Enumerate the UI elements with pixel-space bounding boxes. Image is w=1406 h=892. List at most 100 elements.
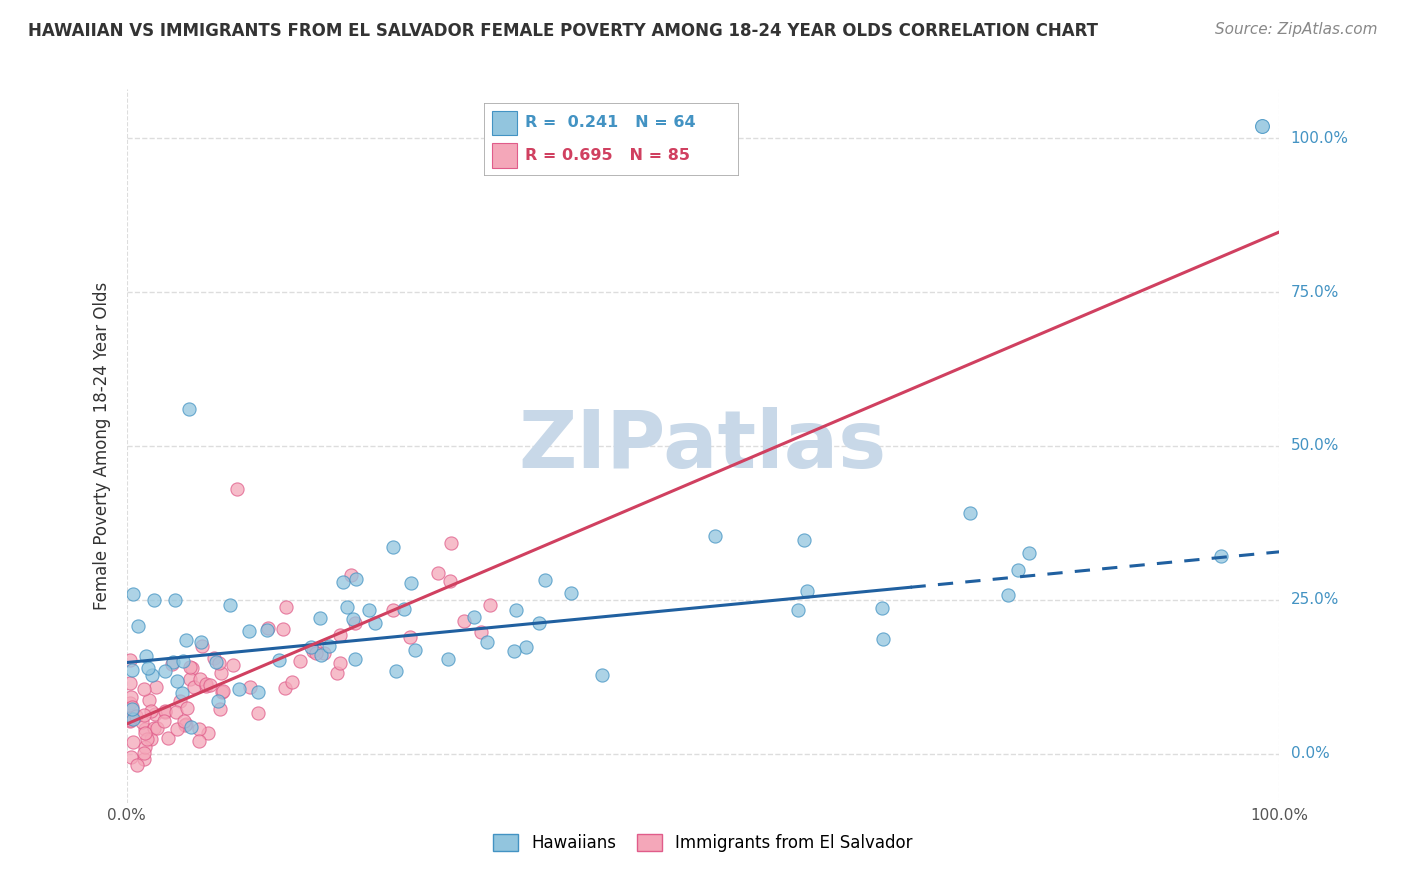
Point bbox=[121, 664, 143, 678]
Point bbox=[134, 708, 156, 723]
Point bbox=[190, 635, 212, 649]
Point bbox=[342, 612, 364, 626]
Point bbox=[118, 653, 141, 667]
Y-axis label: Female Poverty Among 18-24 Year Olds: Female Poverty Among 18-24 Year Olds bbox=[93, 282, 111, 610]
Point bbox=[357, 603, 380, 617]
Point bbox=[793, 533, 815, 548]
Point bbox=[219, 598, 242, 612]
Point bbox=[176, 633, 198, 648]
Point bbox=[120, 696, 142, 710]
Point bbox=[153, 705, 176, 719]
Point bbox=[394, 602, 416, 616]
Point bbox=[399, 576, 422, 591]
Point bbox=[363, 615, 385, 630]
Point bbox=[560, 586, 582, 600]
Legend: Hawaiians, Immigrants from El Salvador: Hawaiians, Immigrants from El Salvador bbox=[486, 827, 920, 859]
Point bbox=[122, 712, 145, 726]
Point bbox=[131, 715, 153, 730]
Point bbox=[439, 574, 461, 588]
Point bbox=[125, 757, 148, 772]
Point bbox=[121, 700, 143, 714]
Point bbox=[194, 679, 217, 693]
Point bbox=[155, 664, 177, 678]
Point bbox=[165, 705, 187, 719]
Point bbox=[267, 653, 290, 667]
Point bbox=[122, 735, 145, 749]
Point bbox=[166, 722, 188, 736]
Point bbox=[174, 716, 197, 731]
Point bbox=[134, 682, 156, 697]
Point bbox=[135, 649, 157, 664]
Point bbox=[239, 680, 262, 694]
Point bbox=[274, 681, 297, 695]
Point bbox=[1018, 546, 1040, 560]
Point bbox=[344, 572, 367, 586]
Point bbox=[796, 583, 818, 598]
Point bbox=[179, 660, 201, 674]
Text: Source: ZipAtlas.com: Source: ZipAtlas.com bbox=[1215, 22, 1378, 37]
Point bbox=[527, 616, 550, 631]
Point bbox=[463, 610, 485, 624]
Point bbox=[191, 639, 214, 653]
Point bbox=[427, 566, 450, 580]
Text: 100.0%: 100.0% bbox=[1291, 131, 1348, 146]
Text: 25.0%: 25.0% bbox=[1291, 592, 1339, 607]
Point bbox=[238, 624, 260, 638]
Point bbox=[174, 717, 197, 731]
Point bbox=[257, 621, 280, 635]
Point bbox=[198, 678, 221, 692]
Point bbox=[301, 640, 323, 654]
Point bbox=[121, 702, 143, 716]
Point bbox=[343, 652, 366, 666]
Point bbox=[477, 634, 499, 648]
Point bbox=[336, 599, 359, 614]
Point bbox=[404, 642, 426, 657]
Point bbox=[211, 684, 233, 698]
Point bbox=[382, 540, 405, 554]
Point bbox=[479, 598, 502, 612]
Point bbox=[228, 681, 250, 696]
Point bbox=[1251, 119, 1274, 133]
Point bbox=[453, 615, 475, 629]
Text: 0.0%: 0.0% bbox=[1291, 746, 1329, 761]
Text: HAWAIIAN VS IMMIGRANTS FROM EL SALVADOR FEMALE POVERTY AMONG 18-24 YEAR OLDS COR: HAWAIIAN VS IMMIGRANTS FROM EL SALVADOR … bbox=[28, 22, 1098, 40]
Point bbox=[146, 721, 169, 735]
Point bbox=[246, 685, 269, 699]
Point bbox=[503, 644, 526, 658]
Point bbox=[155, 704, 177, 718]
Point bbox=[165, 593, 187, 607]
Point bbox=[125, 709, 148, 723]
Point bbox=[872, 632, 894, 647]
Point bbox=[188, 672, 211, 686]
Point bbox=[222, 657, 245, 672]
Point bbox=[166, 674, 188, 689]
Point bbox=[179, 672, 201, 686]
Point bbox=[202, 650, 225, 665]
Point bbox=[515, 640, 537, 654]
Point bbox=[256, 623, 278, 637]
Point bbox=[173, 714, 195, 729]
Point bbox=[959, 506, 981, 520]
Point bbox=[141, 705, 163, 719]
Point bbox=[385, 665, 408, 679]
Point bbox=[169, 694, 191, 708]
Point bbox=[118, 711, 141, 725]
Point bbox=[145, 680, 167, 694]
Point bbox=[138, 692, 160, 706]
Point bbox=[343, 615, 366, 630]
Point bbox=[197, 726, 219, 740]
Point bbox=[786, 602, 808, 616]
Point bbox=[142, 721, 165, 735]
Point bbox=[176, 701, 198, 715]
Point bbox=[136, 731, 159, 746]
Text: 50.0%: 50.0% bbox=[1291, 439, 1339, 453]
Point bbox=[318, 639, 340, 653]
Point bbox=[304, 642, 326, 657]
Point bbox=[381, 602, 404, 616]
Point bbox=[118, 713, 141, 727]
Point bbox=[280, 675, 302, 690]
Point bbox=[208, 657, 231, 671]
Point bbox=[329, 628, 352, 642]
Point bbox=[172, 654, 194, 668]
Point bbox=[127, 618, 149, 632]
